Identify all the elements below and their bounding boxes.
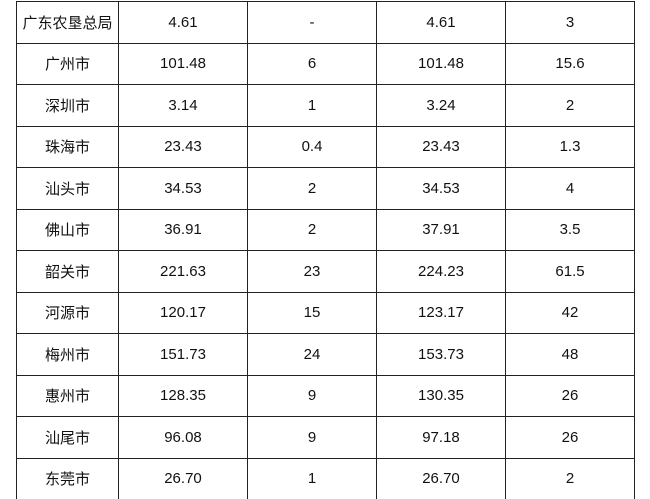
value-cell: 6 (247, 42, 377, 85)
region-name-cell: 河源市 (16, 291, 119, 334)
value-cell: 2 (505, 457, 635, 499)
value-cell: 101.48 (376, 42, 506, 85)
value-cell: 2 (247, 208, 377, 251)
table-row: 汕头市 34.53 2 34.53 4 (16, 167, 635, 210)
value-cell: 34.53 (118, 167, 248, 210)
region-name-cell: 惠州市 (16, 374, 119, 417)
data-table: 广东农垦总局 4.61-4.61 3 广州市 101.48 6 101.48 15.6 深圳市 3… (16, 1, 635, 499)
value-cell: 3.14 (118, 84, 248, 127)
value-cell: 4 (505, 167, 635, 210)
region-name-cell: 佛山市 (16, 208, 119, 251)
value-cell: 23.43 (118, 125, 248, 168)
region-name-cell: 广州市 (16, 42, 119, 85)
value-cell: 123.17 (376, 291, 506, 334)
table-row: 东莞市 26.70 1 26.70 2 (16, 457, 635, 499)
value-cell: 15.6 (505, 42, 635, 85)
region-name-cell: 东莞市 (16, 457, 119, 499)
value-cell: 26.70 (376, 457, 506, 499)
region-name-cell: 汕尾市 (16, 416, 119, 459)
value-cell: 96.08 (118, 416, 248, 459)
value-cell: 36.91 (118, 208, 248, 251)
value-cell: 221.63 (118, 250, 248, 293)
region-name-cell: 韶关市 (16, 250, 119, 293)
value-cell: 23.43 (376, 125, 506, 168)
table-row: 河源市 120.17 15 123.17 42 (16, 291, 635, 334)
value-cell: 151.73 (118, 333, 248, 376)
region-name-cell: 汕头市 (16, 167, 119, 210)
value-cell: 24 (247, 333, 377, 376)
table-row: 汕尾市 96.08 9 97.18 26 (16, 416, 635, 459)
region-name-cell: 梅州市 (16, 333, 119, 376)
value-cell: 15 (247, 291, 377, 334)
value-cell: 1 (247, 84, 377, 127)
value-cell: 4.61 (118, 1, 248, 44)
value-cell: 0.4 (247, 125, 377, 168)
table-body: 广东农垦总局 4.61-4.61 3 广州市 101.48 6 101.48 15.6 深圳市 3… (16, 1, 635, 499)
region-name-cell: 广东农垦总局 (16, 1, 119, 44)
value-cell: 61.5 (505, 250, 635, 293)
value-cell: 130.35 (376, 374, 506, 417)
value-cell: 3.5 (505, 208, 635, 251)
value-cell: 26.70 (118, 457, 248, 499)
value-cell: 101.48 (118, 42, 248, 85)
value-cell: 1.3 (505, 125, 635, 168)
table-row: 韶关市 221.63 23 224.23 61.5 (16, 250, 635, 293)
region-name-cell: 珠海市 (16, 125, 119, 168)
value-cell: 224.23 (376, 250, 506, 293)
value-cell: 23 (247, 250, 377, 293)
value-cell: 26 (505, 374, 635, 417)
value-cell: 1 (247, 457, 377, 499)
table-row: 佛山市 36.91 2 37.91 3.5 (16, 208, 635, 251)
value-cell: 26 (505, 416, 635, 459)
value-cell: 3 (505, 1, 635, 44)
table-row: 梅州市 151.73 24 153.73 48 (16, 333, 635, 376)
value-cell: 48 (505, 333, 635, 376)
table-row: 广州市 101.48 6 101.48 15.6 (16, 42, 635, 85)
value-cell: - (247, 1, 377, 44)
value-cell: 34.53 (376, 167, 506, 210)
value-cell: 9 (247, 374, 377, 417)
value-cell: 9 (247, 416, 377, 459)
region-name-cell: 深圳市 (16, 84, 119, 127)
table-row: 广东农垦总局 4.61-4.61 3 (16, 1, 635, 44)
value-cell: 128.35 (118, 374, 248, 417)
table-row: 惠州市 128.35 9 130.35 26 (16, 374, 635, 417)
value-cell: 4.61 (376, 1, 506, 44)
table-row: 深圳市 3.14 1 3.24 2 (16, 84, 635, 127)
value-cell: 120.17 (118, 291, 248, 334)
value-cell: 97.18 (376, 416, 506, 459)
value-cell: 2 (505, 84, 635, 127)
value-cell: 42 (505, 291, 635, 334)
value-cell: 153.73 (376, 333, 506, 376)
value-cell: 37.91 (376, 208, 506, 251)
table-row: 珠海市 23.43 0.4 23.43 1.3 (16, 125, 635, 168)
value-cell: 2 (247, 167, 377, 210)
value-cell: 3.24 (376, 84, 506, 127)
